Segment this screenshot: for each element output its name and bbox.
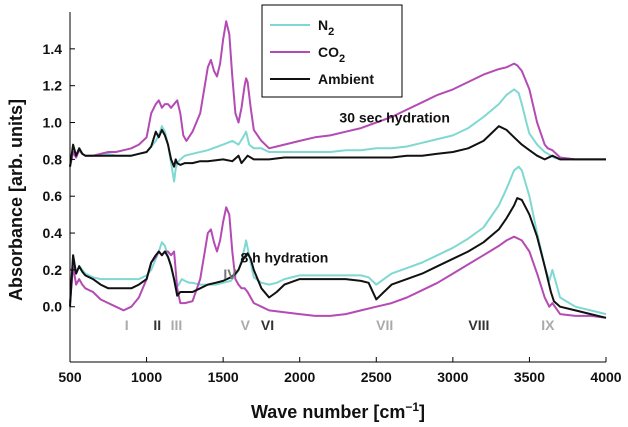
band-label: III	[171, 317, 183, 333]
x-axis-label-main: Wave number [cm	[251, 402, 405, 422]
annotation-8h: 8 h hydration	[240, 250, 328, 266]
y-tick-label: 0.4	[43, 225, 63, 241]
x-tick-label: 1500	[208, 369, 239, 385]
legend-label-main: N	[318, 17, 328, 33]
x-axis-label-end: ]	[419, 402, 425, 422]
annotation-30sec: 30 sec hydration	[339, 110, 450, 126]
x-axis-label-superscript: −1	[405, 400, 419, 414]
legend-label: N2	[318, 17, 334, 38]
y-tick-label: 0.8	[43, 151, 63, 167]
series-line-n2-1	[69, 165, 607, 316]
x-tick-label: 4000	[590, 369, 621, 385]
y-tick-label: 1.4	[43, 41, 63, 57]
series-line-co2-0	[69, 20, 606, 167]
y-axis-label: Absorbance [arb. units]	[6, 99, 26, 301]
series-line-ambient-0	[69, 125, 606, 168]
y-tick-label: 0.6	[43, 188, 63, 204]
series-line-ambient-1	[69, 197, 607, 319]
band-label: VIII	[468, 317, 489, 333]
x-axis-label: Wave number [cm−1]	[251, 400, 425, 422]
y-tick-label: 0.2	[43, 262, 63, 278]
y-tick-label: 0.0	[43, 299, 63, 315]
band-label: VI	[261, 317, 274, 333]
y-tick-label: 1.0	[43, 115, 63, 131]
series-line-n2-0	[69, 88, 606, 183]
legend-label: CO2	[318, 44, 345, 65]
band-label: IV	[223, 266, 237, 282]
y-tick-label: 1.2	[43, 78, 63, 94]
series-layer	[69, 20, 607, 319]
axes: 500 1000 1500 2000 2500 3000 3500 4000 0.0 0.2 0.4…	[43, 12, 622, 385]
legend-label: Ambient	[318, 71, 374, 87]
legend-label-subscript: 2	[328, 26, 334, 38]
x-tick-label: 2500	[361, 369, 392, 385]
band-label: IX	[541, 317, 555, 333]
band-label: I	[125, 317, 129, 333]
legend-label-main: CO	[318, 44, 339, 60]
series-line-co2-1	[69, 206, 607, 319]
band-label: II	[153, 317, 161, 333]
legend-label-main: Ambient	[318, 71, 374, 87]
band-label: VII	[376, 317, 393, 333]
x-tick-label: 2000	[284, 369, 315, 385]
x-tick-label: 500	[58, 369, 82, 385]
x-tick-label: 3000	[437, 369, 468, 385]
x-tick-label: 3500	[514, 369, 545, 385]
legend-label-subscript: 2	[339, 53, 345, 65]
x-tick-label: 1000	[131, 369, 162, 385]
band-label: V	[241, 317, 251, 333]
